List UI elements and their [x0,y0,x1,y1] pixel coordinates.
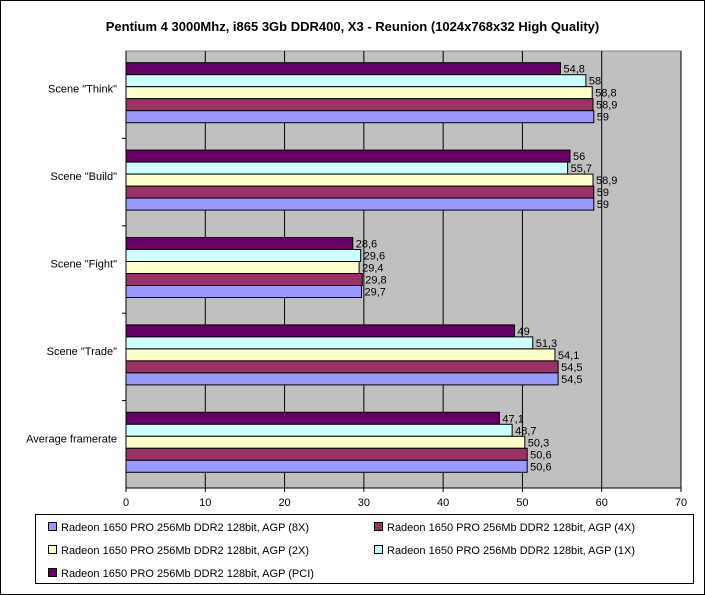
data-label: 50,6 [530,461,551,473]
chart-title: Pentium 4 3000Mhz, i865 3Gb DDR400, X3 -… [105,19,600,34]
data-label: 58,9 [596,175,617,187]
x-tick-label: 0 [123,497,129,509]
category-label: Average framerate [26,433,117,445]
data-label: 59 [597,199,609,211]
data-label: 54,1 [558,350,579,362]
category-label: Scene "Build" [50,171,117,183]
data-label: 50,3 [528,437,549,449]
category-label: Scene "Think" [48,84,117,96]
category-label: Scene "Trade" [47,346,117,358]
data-label: 54,8 [563,64,584,76]
data-label: 54,5 [561,374,582,386]
legend-swatch [374,522,383,531]
legend-label: Radeon 1650 PRO 256Mb DDR2 128bit, AGP (… [61,522,310,534]
data-label: 28,6 [356,239,377,251]
bar [125,98,594,112]
data-label: 29,8 [365,275,386,287]
legend-item: Radeon 1650 PRO 256Mb DDR2 128bit, AGP (… [374,545,635,557]
legend-item: Radeon 1650 PRO 256Mb DDR2 128bit, AGP (… [48,545,309,557]
bar [125,324,515,338]
bar [125,435,526,449]
bar [125,173,594,187]
chart-legend: Radeon 1650 PRO 256Mb DDR2 128bit, AGP (… [35,514,694,584]
bar [125,273,363,286]
data-label: 59 [597,187,609,199]
bar [125,185,595,199]
data-label: 55,7 [571,163,592,175]
bar [125,197,595,211]
bar [125,447,528,461]
bar [125,348,556,362]
bar [125,423,513,437]
x-tick-label: 70 [675,497,687,509]
legend-label: Radeon 1650 PRO 256Mb DDR2 128bit, AGP (… [61,568,314,580]
data-label: 58,9 [596,100,617,112]
bar [125,249,362,262]
bar [125,372,559,386]
bar [125,149,571,163]
bar [125,285,362,298]
bar [125,161,569,175]
x-tick-label: 60 [596,497,608,509]
bar [125,459,528,473]
bar [125,110,595,124]
legend-item: Radeon 1650 PRO 256Mb DDR2 128bit, AGP (… [374,522,635,534]
data-label: 29,6 [364,251,385,263]
data-label: 49 [518,326,530,338]
data-label: 56 [573,151,585,163]
bar [125,411,500,425]
data-label: 50,6 [530,449,551,461]
legend-label: Radeon 1650 PRO 256Mb DDR2 128bit, AGP (… [387,522,636,534]
legend-swatch [48,568,57,577]
x-tick-label: 10 [199,497,211,509]
legend-label: Radeon 1650 PRO 256Mb DDR2 128bit, AGP (… [61,545,310,557]
data-label: 58,8 [595,88,616,100]
legend-item: Radeon 1650 PRO 256Mb DDR2 128bit, AGP (… [48,568,314,580]
data-label: 51,3 [536,338,557,350]
data-label: 54,5 [561,362,582,374]
legend-item: Radeon 1650 PRO 256Mb DDR2 128bit, AGP (… [48,522,309,534]
legend-swatch [48,545,57,554]
legend-swatch [374,545,383,554]
category-label: Scene "Fight" [50,259,117,271]
bar [125,237,354,250]
x-tick-label: 30 [358,497,370,509]
bar [125,74,587,88]
x-tick-label: 20 [278,497,290,509]
bar [125,62,561,76]
bar [125,86,593,100]
bar [125,336,534,350]
data-label: 29,7 [364,287,385,299]
data-label: 47,1 [502,413,523,425]
legend-label: Radeon 1650 PRO 256Mb DDR2 128bit, AGP (… [387,545,636,557]
bar [125,360,559,374]
data-label: 59 [597,112,609,124]
legend-swatch [48,522,57,531]
data-label: 58 [589,76,601,88]
x-tick-label: 50 [516,497,528,509]
bar [125,261,360,274]
data-label: 29,4 [362,263,383,275]
data-label: 48,7 [515,425,536,437]
x-tick-label: 40 [437,497,449,509]
